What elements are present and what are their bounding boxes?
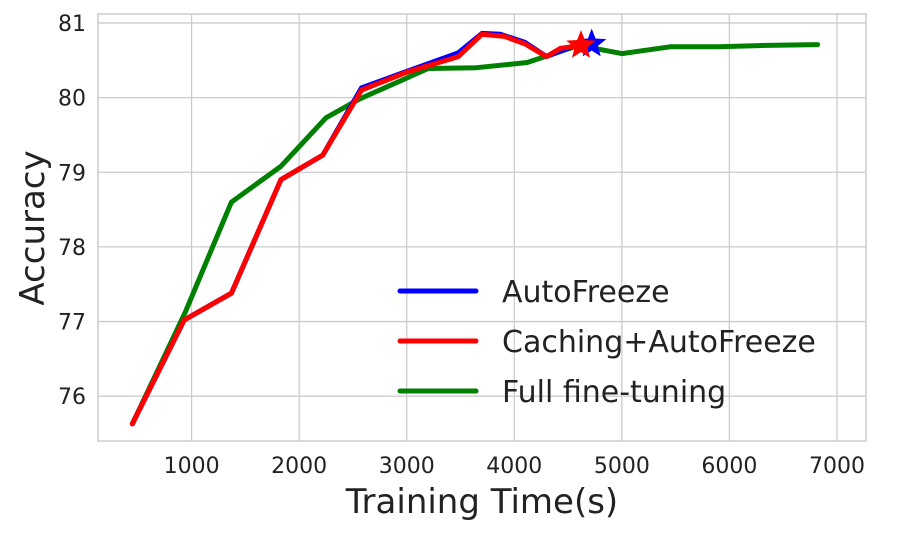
legend: AutoFreeze Caching+AutoFreeze Full fine-… xyxy=(397,275,816,410)
series-line-full-fine-tuning xyxy=(129,42,821,427)
grid-lines xyxy=(98,14,866,441)
x-tick-label: 1000 xyxy=(164,454,220,479)
x-tick-label: 7000 xyxy=(809,454,865,479)
x-tick-label: 6000 xyxy=(701,454,757,479)
legend-label-full-fine-tuning: Full fine-tuning xyxy=(502,375,726,410)
legend-label-caching-autofreeze: Caching+AutoFreeze xyxy=(502,325,816,360)
legend-label-autofreeze: AutoFreeze xyxy=(502,275,670,310)
y-tick-label: 78 xyxy=(58,236,86,261)
y-tick-label: 81 xyxy=(58,12,86,37)
y-tick-labels: 76 77 78 79 80 81 xyxy=(58,12,86,410)
y-tick-label: 79 xyxy=(58,161,86,186)
plot-area xyxy=(97,13,867,442)
end-markers xyxy=(566,28,607,58)
series-line-caching-autofreeze xyxy=(129,31,584,427)
y-axis-title: Accuracy xyxy=(13,150,53,305)
y-tick-label: 76 xyxy=(58,385,86,410)
x-tick-labels: 1000 2000 3000 4000 5000 6000 7000 xyxy=(164,454,865,479)
x-axis-title: Training Time(s) xyxy=(345,482,618,522)
x-tick-label: 3000 xyxy=(379,454,435,479)
x-tick-label: 5000 xyxy=(594,454,650,479)
y-tick-label: 77 xyxy=(58,311,86,336)
x-tick-label: 4000 xyxy=(486,454,542,479)
series-lines xyxy=(129,30,821,427)
y-tick-label: 80 xyxy=(58,87,86,112)
x-tick-label: 2000 xyxy=(271,454,327,479)
end-marker-star xyxy=(566,30,596,58)
